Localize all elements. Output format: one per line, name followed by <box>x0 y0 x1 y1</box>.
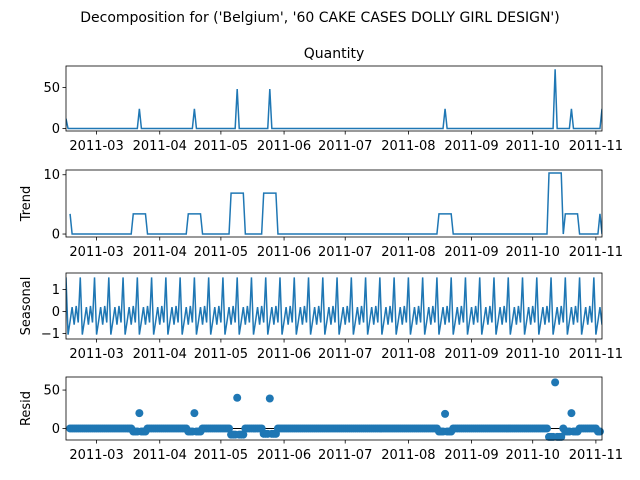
resid-point <box>233 393 242 402</box>
seasonal-xtick-label: 2011-07 <box>318 347 372 362</box>
resid-xtick-label: 2011-09 <box>444 448 498 463</box>
resid-ylabel: Resid <box>19 391 34 426</box>
observed-xtick-label: 2011-11 <box>569 139 623 154</box>
seasonal-xtick-label: 2011-04 <box>133 347 187 362</box>
resid-xtick-label: 2011-08 <box>381 448 435 463</box>
seasonal-line <box>66 277 602 335</box>
resid-point <box>441 409 450 418</box>
resid-point <box>190 409 199 418</box>
seasonal-ytick-label: 1 <box>52 283 60 298</box>
figure-title: Decomposition for ('Belgium', '60 CAKE C… <box>80 10 560 26</box>
seasonal-xtick-label: 2011-09 <box>444 347 498 362</box>
resid-xtick-label: 2011-04 <box>133 448 187 463</box>
observed-xtick-label: 2011-08 <box>381 139 435 154</box>
seasonal-xtick-label: 2011-10 <box>506 347 560 362</box>
resid-axes-frame <box>65 376 603 441</box>
observed-xtick-label: 2011-06 <box>257 139 311 154</box>
trend-ylabel: Trend <box>19 186 34 223</box>
observed-axes-frame <box>65 65 603 132</box>
resid-point <box>239 430 248 439</box>
trend-xtick-label: 2011-08 <box>381 245 435 260</box>
resid-xtick-label: 2011-06 <box>257 448 311 463</box>
resid-ytick-label: 50 <box>43 384 60 399</box>
observed-xtick-label: 2011-03 <box>69 139 123 154</box>
seasonal-xtick-label: 2011-06 <box>257 347 311 362</box>
trend-xtick-label: 2011-04 <box>133 245 187 260</box>
resid-point <box>225 424 234 433</box>
seasonal-xtick-label: 2011-05 <box>194 347 248 362</box>
resid-xtick-label: 2011-05 <box>194 448 248 463</box>
observed-title: Quantity <box>304 46 365 62</box>
seasonal-ytick-label: 0 <box>52 305 60 320</box>
resid-xtick-label: 2011-11 <box>569 448 623 463</box>
seasonal-panel: −1 0 1 2011-03 2011-04 2011-05 2011-06 2011-07 2… <box>19 272 623 362</box>
observed-panel: 0 50 2011-03 2011-04 2011-05 2011-06 2011-07 20… <box>43 46 623 154</box>
resid-ytick-label: 0 <box>52 422 60 437</box>
resid-point <box>265 394 274 403</box>
trend-ytick-label: 0 <box>52 228 60 243</box>
observed-xtick-label: 2011-10 <box>506 139 560 154</box>
resid-point <box>542 424 551 433</box>
trend-xtick-label: 2011-03 <box>69 245 123 260</box>
trend-xtick-label: 2011-06 <box>257 245 311 260</box>
observed-xtick-label: 2011-09 <box>444 139 498 154</box>
resid-point <box>567 409 576 418</box>
resid-point <box>135 409 144 418</box>
trend-xtick-label: 2011-11 <box>569 245 623 260</box>
observed-ytick-label: 0 <box>52 122 60 137</box>
observed-xtick-label: 2011-04 <box>133 139 187 154</box>
trend-panel: 0 10 2011-03 2011-04 2011-05 2011-06 2011-07 20… <box>19 168 623 260</box>
seasonal-ylabel: Seasonal <box>19 277 34 336</box>
trend-xtick-label: 2011-07 <box>318 245 372 260</box>
trend-line <box>69 172 602 235</box>
seasonal-axes-frame <box>65 272 603 340</box>
resid-xtick-label: 2011-07 <box>318 448 372 463</box>
resid-point <box>551 378 560 387</box>
resid-xtick-label: 2011-03 <box>69 448 123 463</box>
resid-xtick-label: 2011-10 <box>506 448 560 463</box>
trend-ytick-label: 10 <box>43 168 60 183</box>
seasonal-ytick-label: −1 <box>41 327 60 342</box>
resid-point <box>595 427 604 436</box>
trend-xtick-label: 2011-09 <box>444 245 498 260</box>
trend-xtick-label: 2011-05 <box>194 245 248 260</box>
observed-xtick-label: 2011-05 <box>194 139 248 154</box>
seasonal-xtick-label: 2011-11 <box>569 347 623 362</box>
observed-ytick-label: 50 <box>43 81 60 96</box>
trend-axes-frame <box>65 169 603 238</box>
observed-line <box>66 69 602 130</box>
seasonal-xtick-label: 2011-08 <box>381 347 435 362</box>
observed-xtick-label: 2011-07 <box>318 139 372 154</box>
resid-panel: 0 50 2011-03 2011-04 2011-05 2011-06 2011-07 20… <box>19 376 623 463</box>
trend-xtick-label: 2011-10 <box>506 245 560 260</box>
seasonal-xtick-label: 2011-03 <box>69 347 123 362</box>
